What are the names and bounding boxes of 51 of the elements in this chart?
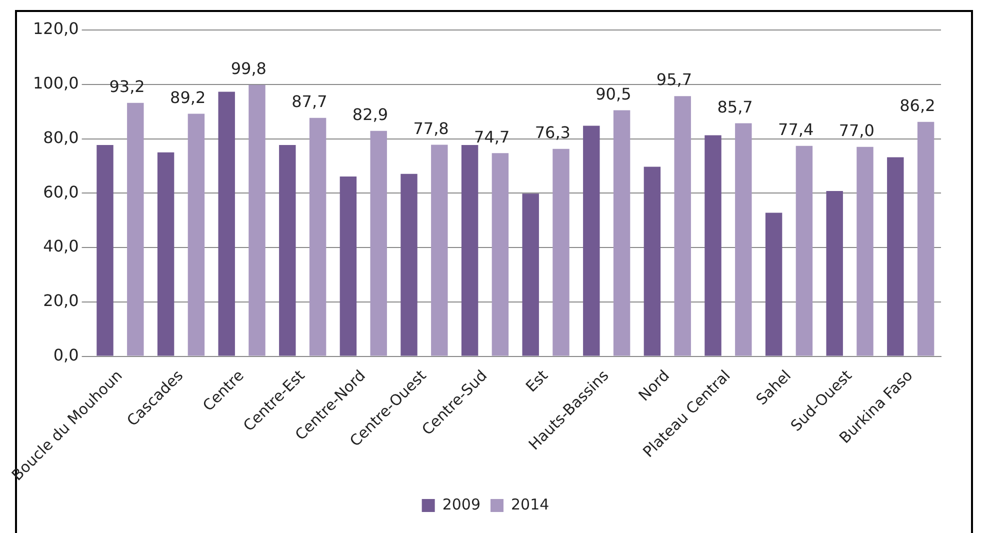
bar <box>613 110 630 356</box>
bar <box>917 122 934 356</box>
data-label: 74,7 <box>474 127 510 146</box>
bar <box>644 166 661 356</box>
bar <box>96 145 114 356</box>
bar <box>735 123 752 356</box>
bar <box>127 102 144 356</box>
bar <box>248 84 266 356</box>
bar <box>157 152 174 356</box>
bar <box>583 126 600 356</box>
data-label: 89,2 <box>170 88 206 107</box>
bar <box>826 190 843 356</box>
legend-label: 2009 <box>442 495 481 514</box>
bar <box>218 92 235 356</box>
bar <box>279 145 296 356</box>
bar <box>552 148 570 356</box>
y-tick-label: 60,0 <box>43 182 79 202</box>
bar <box>461 145 478 356</box>
bar <box>309 118 326 356</box>
data-label: 77,0 <box>838 121 874 140</box>
data-label: 77,8 <box>413 118 449 138</box>
data-label: 95,7 <box>656 70 692 90</box>
bar <box>765 212 782 356</box>
legend-label: 2014 <box>511 495 550 514</box>
y-tick-label: 120,0 <box>32 19 79 38</box>
data-label: 77,4 <box>778 120 814 139</box>
y-tick-label: 0,0 <box>53 345 79 364</box>
bar <box>400 174 418 356</box>
bar <box>704 135 722 356</box>
bar <box>340 176 357 356</box>
bar <box>796 146 813 356</box>
y-tick-label: 20,0 <box>43 291 79 310</box>
data-label: 90,5 <box>596 84 632 104</box>
bar <box>522 194 539 356</box>
bar <box>188 114 205 356</box>
bar <box>492 153 509 356</box>
bar <box>674 96 691 356</box>
data-label: 87,7 <box>292 92 328 111</box>
data-label: 82,9 <box>352 105 388 124</box>
y-tick-label: 100,0 <box>32 74 79 93</box>
data-label: 93,2 <box>109 77 145 96</box>
bar <box>370 130 387 356</box>
data-label: 99,8 <box>230 59 266 78</box>
y-tick-label: 40,0 <box>43 236 79 256</box>
bar <box>856 146 874 356</box>
bar <box>431 144 448 356</box>
data-label: 76,3 <box>534 122 570 142</box>
y-tick-label: 80,0 <box>43 128 79 147</box>
data-label: 85,7 <box>717 97 753 116</box>
data-label: 86,2 <box>900 96 936 116</box>
bar <box>887 157 904 356</box>
